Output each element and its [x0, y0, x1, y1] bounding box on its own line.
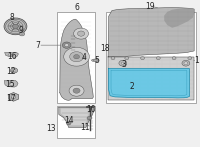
Circle shape — [9, 54, 12, 56]
Ellipse shape — [92, 59, 99, 62]
Circle shape — [87, 116, 92, 120]
Circle shape — [74, 55, 79, 59]
Polygon shape — [164, 8, 194, 28]
Polygon shape — [60, 19, 93, 100]
Circle shape — [64, 47, 89, 66]
Text: 19: 19 — [146, 2, 155, 11]
Circle shape — [184, 62, 188, 65]
Circle shape — [111, 57, 115, 60]
Polygon shape — [5, 52, 18, 57]
Circle shape — [125, 57, 129, 60]
Circle shape — [19, 32, 25, 36]
Circle shape — [11, 95, 16, 99]
Circle shape — [65, 44, 69, 47]
Polygon shape — [61, 108, 92, 125]
Polygon shape — [108, 8, 194, 57]
Text: 18: 18 — [100, 44, 110, 52]
Text: 17: 17 — [6, 94, 16, 103]
Circle shape — [74, 28, 89, 39]
Text: 2: 2 — [129, 82, 134, 91]
Circle shape — [13, 69, 16, 72]
Circle shape — [121, 62, 124, 64]
Ellipse shape — [81, 56, 86, 58]
Text: 16: 16 — [7, 52, 16, 61]
Circle shape — [172, 57, 176, 60]
Text: 11: 11 — [81, 123, 90, 132]
Circle shape — [66, 121, 71, 125]
Text: 10: 10 — [87, 105, 96, 114]
Circle shape — [119, 60, 127, 66]
Circle shape — [13, 24, 18, 29]
Circle shape — [4, 18, 27, 35]
Text: 13: 13 — [46, 125, 56, 133]
Circle shape — [156, 57, 160, 60]
Circle shape — [62, 42, 71, 48]
Text: 12: 12 — [6, 67, 15, 76]
Circle shape — [70, 52, 83, 62]
Polygon shape — [108, 57, 194, 100]
Circle shape — [11, 68, 18, 73]
Bar — [106, 12, 196, 103]
Text: 3: 3 — [121, 60, 126, 69]
Circle shape — [73, 88, 80, 93]
Text: 7: 7 — [36, 41, 41, 50]
Circle shape — [188, 57, 192, 60]
Ellipse shape — [79, 55, 88, 59]
Circle shape — [78, 31, 85, 36]
Text: 6: 6 — [74, 3, 79, 12]
Polygon shape — [59, 107, 94, 127]
Bar — [57, 106, 95, 138]
Text: 15: 15 — [5, 80, 14, 89]
Circle shape — [69, 85, 84, 96]
Circle shape — [21, 33, 23, 35]
Circle shape — [182, 60, 190, 66]
Ellipse shape — [93, 60, 97, 61]
Circle shape — [10, 82, 14, 85]
Text: 1: 1 — [194, 56, 199, 65]
Text: 14: 14 — [64, 116, 73, 125]
Polygon shape — [109, 69, 189, 98]
Bar — [57, 12, 95, 103]
Text: 4: 4 — [82, 53, 87, 62]
Text: 5: 5 — [94, 56, 99, 65]
Polygon shape — [4, 81, 18, 87]
Text: 9: 9 — [19, 26, 24, 35]
Circle shape — [141, 57, 145, 60]
Text: 8: 8 — [10, 13, 14, 22]
